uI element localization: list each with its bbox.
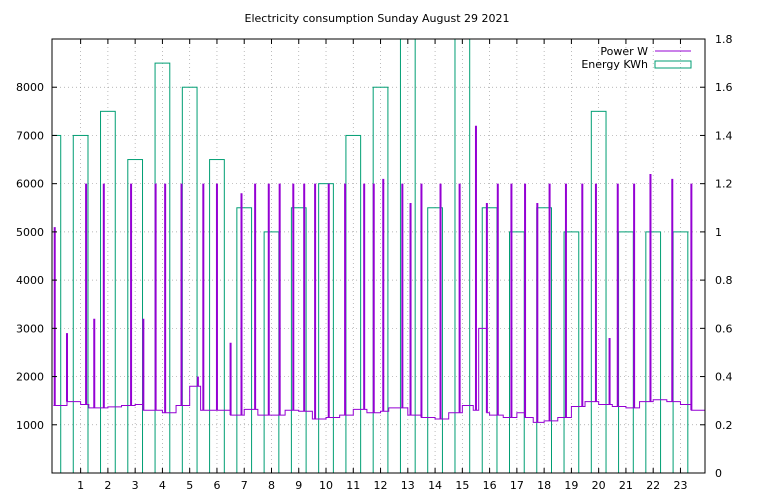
x-tick-label: 8 xyxy=(268,479,275,492)
y2-tick-label: 1.2 xyxy=(715,178,733,191)
y-tick-label: 3000 xyxy=(16,322,44,335)
energy-bar xyxy=(100,110,116,474)
x-tick-label: 7 xyxy=(241,479,248,492)
x-tick-label: 22 xyxy=(646,479,660,492)
x-tick-label: 2 xyxy=(104,479,111,492)
plot-frame xyxy=(51,38,706,474)
legend: Power W Energy KWh xyxy=(581,45,692,71)
y2-tick-label: 0.6 xyxy=(715,322,733,335)
x-tick-label: 21 xyxy=(619,479,633,492)
y2-tick-label: 1 xyxy=(715,226,722,239)
x-tick-label: 14 xyxy=(428,479,442,492)
x-tick-label: 16 xyxy=(483,479,497,492)
legend-swatch-energy xyxy=(654,60,692,69)
x-tick-label: 23 xyxy=(673,479,687,492)
x-tick-label: 12 xyxy=(374,479,388,492)
energy-bar xyxy=(618,231,634,474)
y-tick-label: 1000 xyxy=(16,419,44,432)
axis-ticks: 1 2 3 4 5 6 7 8 9 10 11 12 13 14 15 16 17 18 19 20 21 22 23100… xyxy=(16,33,733,492)
energy-series xyxy=(51,38,689,474)
y-tick-label: 4000 xyxy=(16,274,44,287)
y-tick-label: 2000 xyxy=(16,371,44,384)
power-series xyxy=(53,125,706,423)
y2-tick-label: 0.2 xyxy=(715,419,733,432)
x-tick-label: 1 xyxy=(77,479,84,492)
x-tick-label: 3 xyxy=(132,479,139,492)
energy-bar xyxy=(345,134,362,474)
x-tick-label: 4 xyxy=(159,479,166,492)
x-tick-label: 19 xyxy=(564,479,578,492)
chart-title: Electricity consumption Sunday August 29… xyxy=(245,12,510,25)
y-tick-label: 7000 xyxy=(16,129,44,142)
y2-tick-label: 0 xyxy=(715,467,722,480)
x-tick-label: 18 xyxy=(537,479,551,492)
energy-bar xyxy=(590,110,607,474)
x-tick-label: 15 xyxy=(455,479,469,492)
y2-tick-label: 1.6 xyxy=(715,81,733,94)
x-tick-label: 10 xyxy=(319,479,333,492)
energy-bar xyxy=(127,159,144,474)
x-tick-label: 20 xyxy=(592,479,606,492)
y2-tick-label: 1.4 xyxy=(715,129,733,142)
y-tick-label: 6000 xyxy=(16,178,44,191)
energy-bar xyxy=(51,134,62,474)
y2-tick-label: 0.8 xyxy=(715,274,733,287)
x-tick-label: 11 xyxy=(346,479,360,492)
power-baseline xyxy=(53,327,706,423)
legend-label-power: Power W xyxy=(600,45,648,58)
y-tick-label: 5000 xyxy=(16,226,44,239)
y2-tick-label: 1.8 xyxy=(715,33,733,46)
x-tick-label: 6 xyxy=(213,479,220,492)
y2-tick-label: 0.4 xyxy=(715,371,733,384)
energy-bar xyxy=(263,231,280,474)
y-tick-label: 8000 xyxy=(16,81,44,94)
energy-bar xyxy=(645,231,662,474)
grid-lines xyxy=(52,39,705,473)
energy-bar xyxy=(672,231,689,474)
x-tick-label: 5 xyxy=(186,479,193,492)
legend-label-energy: Energy KWh xyxy=(581,58,648,71)
x-tick-label: 13 xyxy=(401,479,415,492)
x-tick-label: 17 xyxy=(510,479,524,492)
x-tick-label: 9 xyxy=(295,479,302,492)
